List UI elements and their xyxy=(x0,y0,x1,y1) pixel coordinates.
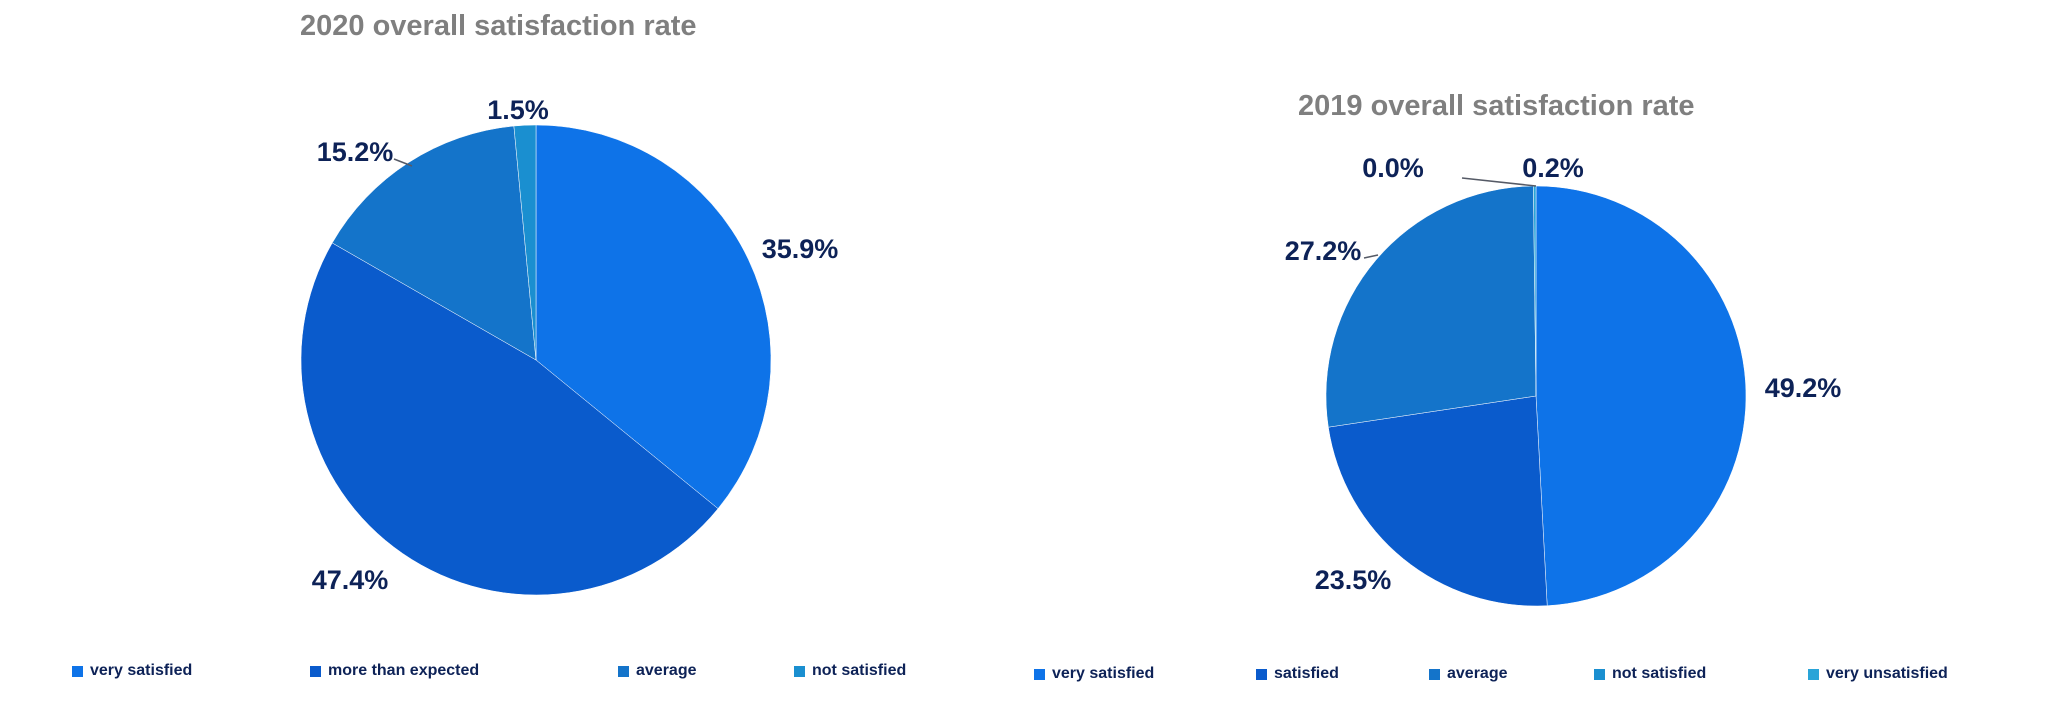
legend-label: very satisfied xyxy=(1052,665,1155,682)
data-label-2020-not-satisfied: 1.5% xyxy=(487,95,549,125)
data-label-2019-satisfied: 23.5% xyxy=(1315,565,1392,595)
legend-swatch xyxy=(1429,668,1440,680)
pie-slice-2019-average xyxy=(1325,185,1537,428)
pie-slice-2020-not-satisfied xyxy=(513,124,537,361)
legend-item-2020-average: average xyxy=(618,662,697,680)
legend-label: not satisfied xyxy=(812,662,907,679)
legend-swatch xyxy=(1808,668,1819,680)
leader-line-2019-not-satisfied xyxy=(1461,177,1537,187)
data-label-2019-average: 27.2% xyxy=(1285,236,1362,266)
pie-slice-2019-satisfied xyxy=(1328,395,1548,607)
pie-slice-2020-more-than-expected xyxy=(300,242,719,596)
data-label-2019-very-satisfied: 49.2% xyxy=(1765,373,1842,403)
legend-label: very satisfied xyxy=(90,662,193,679)
legend-item-2019-average: average xyxy=(1429,665,1508,683)
legend-item-2020-very-satisfied: very satisfied xyxy=(72,662,192,680)
legend-label: not satisfied xyxy=(1612,665,1707,682)
data-label-2020-more-than-expected: 47.4% xyxy=(312,565,389,595)
leader-line-2020-average xyxy=(393,158,413,167)
data-label-2020-average: 15.2% xyxy=(317,137,394,167)
legend-item-2019-not-satisfied: not satisfied xyxy=(1594,665,1706,683)
legend-label: satisfied xyxy=(1274,665,1339,682)
data-label-2019-not-satisfied: 0.0% xyxy=(1362,153,1424,183)
pie-chart-2019: 49.2% 23.5% 27.2% 0.0% 0.2% xyxy=(1285,153,1842,607)
chart-title-2020: 2020 overall satisfaction rate xyxy=(300,10,697,42)
legend-swatch xyxy=(1034,668,1045,680)
legend-swatch xyxy=(1594,668,1605,680)
pie-slice-2020-very-satisfied xyxy=(535,124,772,510)
pie-slice-2020-average xyxy=(331,125,537,361)
legend-swatch xyxy=(72,665,83,677)
legend-item-2020-more-than-expected: more than expected xyxy=(310,662,479,680)
pie-slice-2019-very-satisfied xyxy=(1535,185,1747,606)
leader-line-2019-average xyxy=(1363,254,1379,259)
legend-label: average xyxy=(1447,665,1508,682)
chart-title-2019: 2019 overall satisfaction rate xyxy=(1298,90,1695,122)
legend-item-2019-satisfied: satisfied xyxy=(1256,665,1339,683)
legend-item-2019-very-unsatisfied: very unsatisfied xyxy=(1808,665,1948,683)
legend-swatch xyxy=(794,665,805,677)
legend-swatch xyxy=(310,665,321,677)
legend-item-2020-not-satisfied: not satisfied xyxy=(794,662,906,680)
legend-swatch xyxy=(618,665,629,677)
data-label-2020-very-satisfied: 35.9% xyxy=(762,234,839,264)
data-label-2019-very-unsatisfied: 0.2% xyxy=(1522,153,1584,183)
legend-label: more than expected xyxy=(328,662,480,679)
legend-label: very unsatisfied xyxy=(1826,665,1948,682)
pie-chart-2020: 35.9% 47.4% 15.2% 1.5% xyxy=(300,95,839,596)
legend-swatch xyxy=(1256,668,1267,680)
legend-item-2019-very-satisfied: very satisfied xyxy=(1034,665,1154,683)
legend-label: average xyxy=(636,662,697,679)
